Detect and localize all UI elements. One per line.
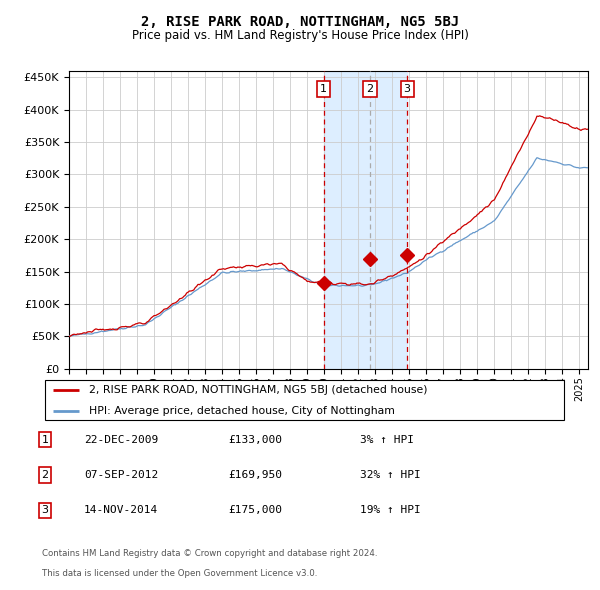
Text: 3: 3 [41, 506, 49, 515]
Text: 2, RISE PARK ROAD, NOTTINGHAM, NG5 5BJ (detached house): 2, RISE PARK ROAD, NOTTINGHAM, NG5 5BJ (… [89, 385, 428, 395]
Text: 2, RISE PARK ROAD, NOTTINGHAM, NG5 5BJ: 2, RISE PARK ROAD, NOTTINGHAM, NG5 5BJ [141, 15, 459, 29]
Text: 22-DEC-2009: 22-DEC-2009 [84, 435, 158, 444]
Text: HPI: Average price, detached house, City of Nottingham: HPI: Average price, detached house, City… [89, 406, 395, 416]
Text: 32% ↑ HPI: 32% ↑ HPI [360, 470, 421, 480]
Text: 3: 3 [404, 84, 410, 94]
Text: £175,000: £175,000 [228, 506, 282, 515]
Text: 07-SEP-2012: 07-SEP-2012 [84, 470, 158, 480]
Text: This data is licensed under the Open Government Licence v3.0.: This data is licensed under the Open Gov… [42, 569, 317, 578]
Text: 19% ↑ HPI: 19% ↑ HPI [360, 506, 421, 515]
Text: 1: 1 [41, 435, 49, 444]
Text: Price paid vs. HM Land Registry's House Price Index (HPI): Price paid vs. HM Land Registry's House … [131, 30, 469, 42]
Text: 1: 1 [320, 84, 327, 94]
Text: Contains HM Land Registry data © Crown copyright and database right 2024.: Contains HM Land Registry data © Crown c… [42, 549, 377, 558]
Text: £169,950: £169,950 [228, 470, 282, 480]
Text: 3% ↑ HPI: 3% ↑ HPI [360, 435, 414, 444]
Text: 2: 2 [366, 84, 373, 94]
Bar [324, 71, 407, 369]
FancyBboxPatch shape [44, 380, 565, 419]
Text: £133,000: £133,000 [228, 435, 282, 444]
Text: 14-NOV-2014: 14-NOV-2014 [84, 506, 158, 515]
Text: 2: 2 [41, 470, 49, 480]
